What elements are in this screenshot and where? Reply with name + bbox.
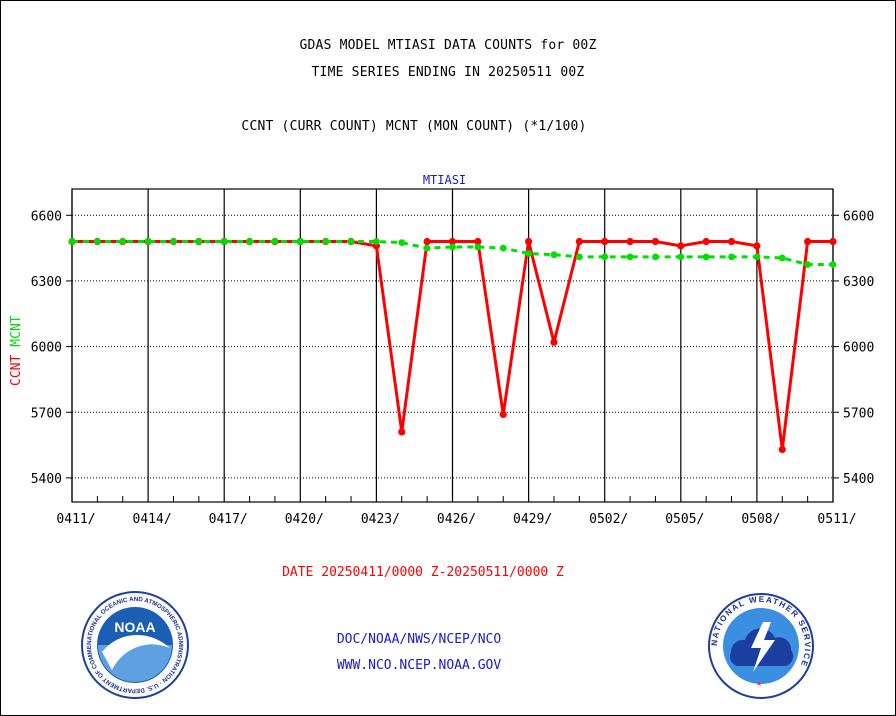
series-point-mcnt (347, 238, 355, 245)
x-tick-label: 0411/ (56, 512, 95, 527)
series-point-mcnt (322, 238, 330, 245)
series-point-ccnt (423, 237, 431, 246)
nws-star-icon (757, 681, 761, 686)
series-point-mcnt (677, 253, 685, 261)
series-point-mcnt (398, 239, 406, 247)
series-point-ccnt (398, 428, 406, 436)
series-point-ccnt (829, 237, 837, 246)
y-tick-label-left: 5400 (31, 472, 62, 487)
series-point-mcnt (119, 238, 127, 245)
credit-line1: DOC/NOAA/NWS/NCEP/NCO (336, 632, 502, 647)
series-point-ccnt (778, 445, 786, 454)
series-point-mcnt (220, 238, 228, 245)
noaa-gull-icon (102, 634, 170, 670)
series-point-mcnt (702, 253, 710, 261)
series-point-ccnt (550, 338, 558, 346)
y-tick-label-right: 5700 (843, 406, 874, 421)
y-axis-label-mcnt: MCNT (9, 315, 24, 346)
y-tick-label-right: 6300 (843, 275, 874, 290)
credit-line2: WWW.NCO.NCEP.NOAA.GOV (336, 658, 502, 673)
x-tick-label: 0423/ (361, 512, 400, 527)
series-point-ccnt (677, 242, 685, 250)
y-tick-label-left: 6300 (31, 275, 62, 290)
series-point-mcnt (626, 253, 634, 261)
series-point-ccnt (525, 237, 533, 246)
series-point-mcnt (170, 238, 177, 245)
series-point-mcnt (423, 244, 431, 252)
series-point-mcnt (246, 238, 253, 245)
series-point-mcnt (449, 243, 456, 251)
x-tick-label: 0505/ (665, 512, 704, 527)
series-point-mcnt (68, 238, 76, 245)
y-axis-label-ccnt: CCNT (9, 355, 24, 386)
date-range-label: DATE 20250411/0000 Z-20250511/0000 Z (282, 565, 564, 580)
plot-border (71, 188, 834, 503)
series-point-ccnt (499, 410, 507, 419)
series-point-mcnt (753, 253, 761, 261)
series-point-mcnt (778, 254, 786, 262)
series-point-ccnt (727, 237, 736, 246)
x-tick-label: 0420/ (285, 512, 324, 527)
x-tick-label: 0508/ (741, 512, 780, 527)
chart-title-line1: GDAS MODEL MTIASI DATA COUNTS for 00Z (299, 38, 597, 53)
series-point-mcnt (373, 238, 380, 245)
series-point-mcnt (575, 253, 583, 261)
series-point-mcnt (271, 238, 279, 245)
series-point-mcnt (195, 238, 203, 245)
series-point-mcnt (144, 238, 152, 245)
series-point-mcnt (804, 261, 812, 268)
series-point-mcnt (93, 238, 101, 245)
noaa-logo-text: NOAA (114, 619, 155, 635)
series-point-mcnt (550, 251, 558, 259)
series-point-ccnt (753, 242, 761, 250)
series-point-ccnt (626, 237, 634, 246)
series-point-ccnt (448, 237, 457, 246)
series-point-ccnt (651, 237, 660, 246)
x-tick-label: 0414/ (133, 512, 172, 527)
nws-lightning-icon (751, 622, 775, 672)
series-point-mcnt (525, 250, 532, 257)
series-point-mcnt (296, 238, 304, 245)
y-tick-label-left: 5700 (31, 406, 62, 421)
x-tick-label: 0511/ (817, 512, 856, 527)
series-point-mcnt (652, 253, 659, 261)
series-point-mcnt (474, 243, 482, 251)
x-tick-label: 0429/ (513, 512, 552, 527)
chart-title-line2: TIME SERIES ENDING IN 20250511 00Z (311, 65, 585, 80)
y-tick-label-left: 6000 (31, 341, 62, 356)
y-tick-label-right: 5400 (843, 472, 874, 487)
series-point-ccnt (702, 237, 710, 246)
y-tick-label-right: 6600 (843, 209, 874, 224)
y-tick-label-left: 6600 (31, 209, 62, 224)
nws-logo: NATIONAL WEATHER SERVICE (708, 593, 814, 699)
noaa-logo: NOAA NATIONAL OCEANIC AND ATMOSPHERIC AD… (80, 590, 189, 699)
series-point-ccnt (601, 237, 609, 246)
series-point-mcnt (829, 261, 837, 268)
series-point-mcnt (601, 253, 609, 261)
y-axis-label: CCNT MCNT (9, 315, 24, 386)
series-point-mcnt (499, 244, 507, 252)
x-tick-label: 0426/ (437, 512, 476, 527)
series-point-mcnt (728, 253, 735, 261)
y-tick-label-right: 6000 (843, 341, 874, 356)
series-point-ccnt (474, 237, 482, 246)
x-tick-label: 0417/ (209, 512, 248, 527)
chart-subtitle: MTIASI (423, 173, 466, 187)
x-tick-label: 0502/ (589, 512, 628, 527)
chart-title-line3: CCNT (CURR COUNT) MCNT (MON COUNT) (*1/1… (241, 119, 587, 134)
series-point-ccnt (804, 237, 812, 246)
series-point-ccnt (575, 237, 583, 246)
